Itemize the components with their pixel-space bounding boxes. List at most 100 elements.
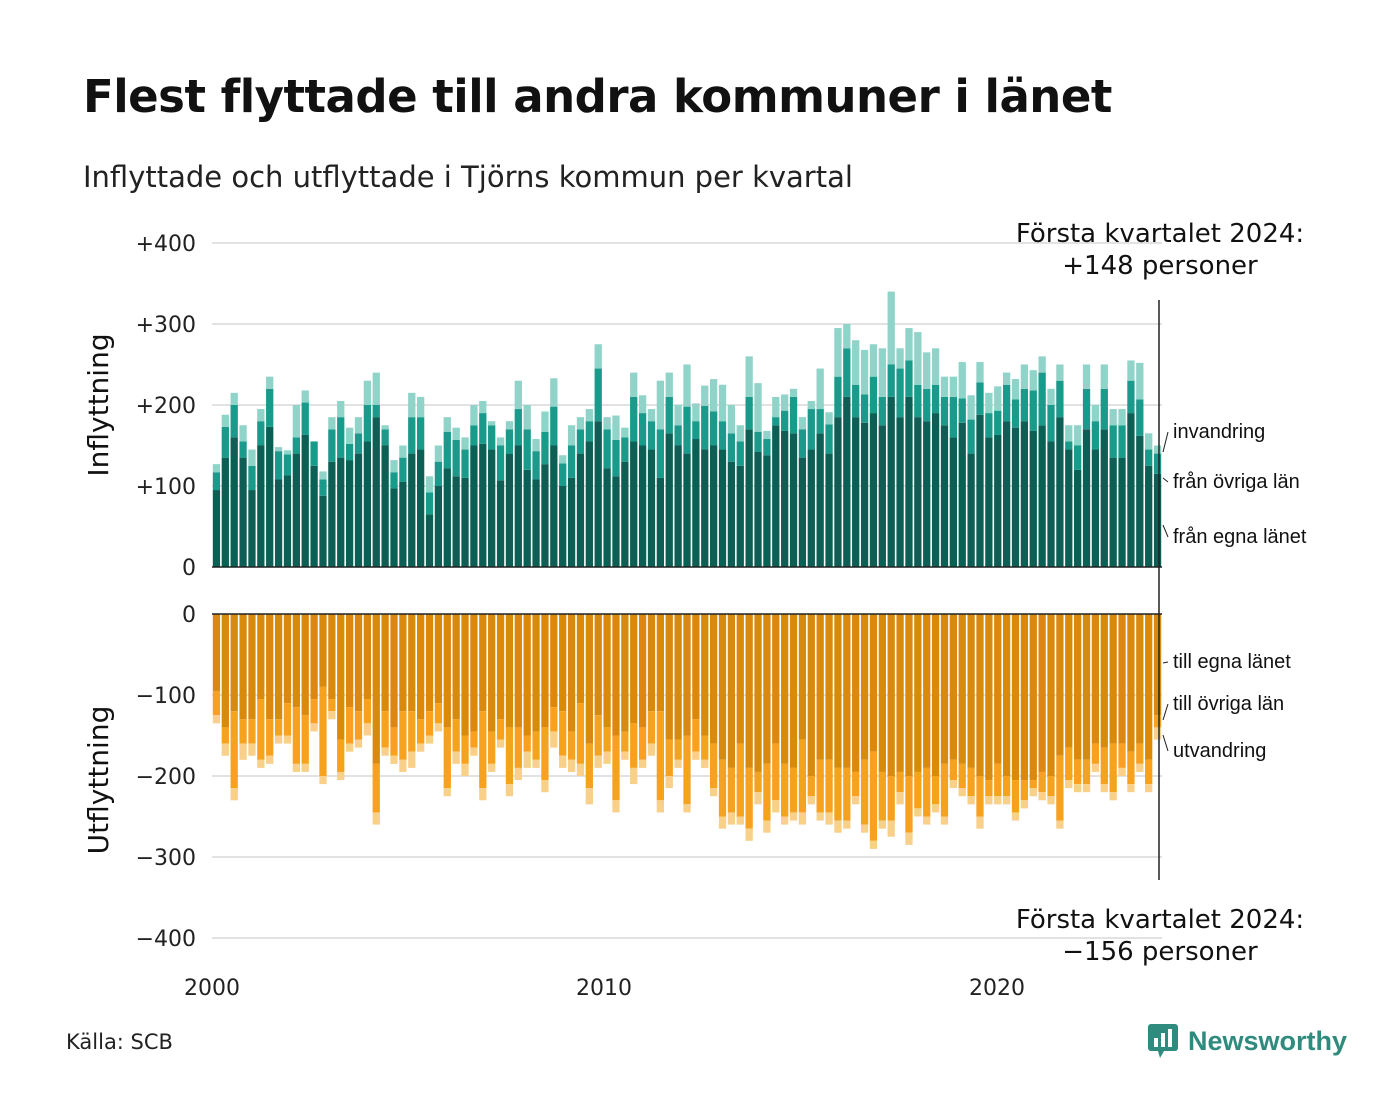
bar-out-3 bbox=[1002, 796, 1011, 805]
bar-in-3 bbox=[701, 385, 709, 406]
bar-in-3 bbox=[266, 376, 274, 389]
bar-out-3 bbox=[1038, 792, 1046, 801]
bar-out-2 bbox=[434, 703, 443, 724]
bar-out-2 bbox=[567, 731, 576, 760]
bar-out-2 bbox=[887, 776, 895, 821]
brand-name: Newsworthy bbox=[1188, 1025, 1348, 1056]
bar-in-2 bbox=[301, 402, 309, 435]
bar-out-3 bbox=[1065, 780, 1073, 789]
bar-in-3 bbox=[1056, 364, 1064, 381]
bar-in-3 bbox=[683, 364, 691, 407]
bar-in-2 bbox=[345, 443, 354, 461]
bar-out-2 bbox=[1029, 780, 1037, 789]
bar-in-1 bbox=[781, 430, 789, 567]
bar-in-2 bbox=[594, 368, 602, 422]
bar-in-1 bbox=[301, 434, 309, 567]
bar-in-3 bbox=[825, 412, 833, 425]
bar-in-3 bbox=[878, 348, 886, 397]
bar-out-1 bbox=[1011, 614, 1020, 781]
bar-in-3 bbox=[532, 439, 540, 452]
bar-out-2 bbox=[425, 711, 434, 736]
bar-out-2 bbox=[612, 735, 620, 801]
bar-in-2 bbox=[789, 396, 798, 434]
bar-in-1 bbox=[257, 445, 265, 567]
bar-in-3 bbox=[470, 405, 478, 426]
bar-out-1 bbox=[816, 614, 824, 760]
bar-in-2 bbox=[479, 413, 487, 444]
bar-out-3 bbox=[239, 743, 247, 760]
bar-in-1 bbox=[772, 425, 780, 567]
bar-in-3 bbox=[1029, 370, 1037, 391]
bar-in-3 bbox=[523, 405, 531, 430]
bar-out-1 bbox=[931, 614, 940, 776]
bar-in-3 bbox=[434, 445, 443, 462]
bar-in-2 bbox=[425, 492, 434, 515]
bar-out-1 bbox=[434, 614, 443, 704]
bar-in-3 bbox=[559, 455, 567, 464]
bar-in-1 bbox=[852, 417, 860, 567]
bar-in-2 bbox=[727, 433, 736, 462]
bar-in-2 bbox=[692, 421, 700, 440]
bar-out-3 bbox=[221, 743, 229, 756]
bar-in-1 bbox=[692, 439, 700, 567]
bar-out-1 bbox=[523, 614, 531, 736]
bar-in-1 bbox=[390, 488, 398, 567]
bar-out-1 bbox=[1136, 614, 1144, 744]
bar-in-1 bbox=[1153, 473, 1162, 567]
bar-out-2 bbox=[1047, 776, 1055, 797]
bar-out-3 bbox=[1127, 784, 1135, 793]
bar-in-2 bbox=[292, 437, 300, 454]
bar-in-3 bbox=[638, 395, 647, 414]
bar-out-3 bbox=[301, 763, 309, 772]
bar-out-2 bbox=[869, 751, 878, 841]
bar-out-3 bbox=[896, 792, 904, 805]
bar-out-3 bbox=[567, 759, 576, 772]
bar-in-2 bbox=[887, 364, 895, 397]
bar-out-3 bbox=[496, 739, 505, 748]
bar-out-1 bbox=[807, 614, 815, 776]
bar-in-3 bbox=[381, 425, 389, 430]
bar-in-2 bbox=[718, 421, 727, 450]
bar-in-3 bbox=[390, 460, 398, 473]
series-label: till övriga län bbox=[1173, 693, 1284, 715]
bar-in-2 bbox=[328, 429, 336, 462]
bar-out-3 bbox=[354, 739, 363, 748]
bar-out-2 bbox=[630, 723, 638, 768]
bar-out-3 bbox=[1153, 727, 1162, 740]
bar-out-1 bbox=[727, 614, 736, 768]
label-leader bbox=[1162, 661, 1169, 664]
y-tick-label: 0 bbox=[182, 603, 196, 628]
bar-out-2 bbox=[488, 731, 496, 764]
bar-out-2 bbox=[266, 719, 274, 756]
bar-out-3 bbox=[860, 824, 869, 833]
bar-out-3 bbox=[709, 788, 718, 797]
bar-out-1 bbox=[647, 614, 656, 712]
bar-out-2 bbox=[692, 719, 700, 752]
bar-out-3 bbox=[292, 763, 300, 772]
bar-in-1 bbox=[363, 441, 372, 567]
annotation-bottom-line2: −156 personer bbox=[1062, 937, 1258, 967]
bar-out-1 bbox=[1056, 614, 1064, 756]
bar-in-1 bbox=[461, 477, 469, 567]
bar-in-1 bbox=[754, 451, 762, 567]
bar-out-2 bbox=[1011, 780, 1020, 813]
bar-in-3 bbox=[372, 372, 380, 405]
bar-in-3 bbox=[781, 394, 789, 411]
bar-out-1 bbox=[1020, 614, 1029, 781]
bar-in-2 bbox=[1136, 399, 1144, 436]
bar-out-3 bbox=[647, 743, 656, 756]
bar-in-3 bbox=[1065, 425, 1073, 442]
label-leader bbox=[1162, 524, 1169, 538]
bar-out-1 bbox=[505, 614, 514, 728]
y-tick-label: +100 bbox=[136, 475, 196, 500]
bar-in-1 bbox=[638, 445, 647, 567]
bar-in-1 bbox=[940, 425, 949, 567]
bar-out-3 bbox=[550, 731, 558, 748]
bar-out-2 bbox=[337, 739, 345, 772]
bar-in-2 bbox=[1109, 425, 1117, 458]
bar-out-3 bbox=[434, 723, 443, 732]
bar-out-3 bbox=[1109, 792, 1117, 801]
bar-in-3 bbox=[417, 396, 425, 418]
bar-out-2 bbox=[896, 771, 904, 793]
bar-in-1 bbox=[647, 449, 656, 567]
